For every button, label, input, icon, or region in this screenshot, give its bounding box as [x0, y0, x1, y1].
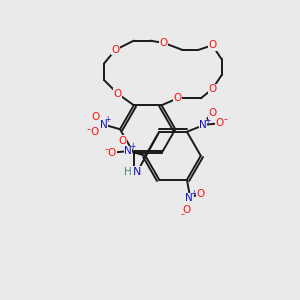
- Text: O: O: [114, 89, 122, 99]
- Text: O: O: [208, 108, 216, 118]
- Text: O: O: [111, 45, 119, 55]
- Text: O: O: [174, 93, 182, 103]
- Text: O: O: [183, 205, 191, 215]
- Text: H: H: [124, 167, 132, 177]
- Text: O: O: [91, 127, 99, 136]
- Text: O: O: [208, 84, 216, 94]
- Text: O: O: [215, 118, 224, 128]
- Text: -: -: [104, 144, 108, 154]
- Text: O: O: [160, 38, 168, 48]
- Text: O: O: [196, 189, 205, 199]
- Text: -: -: [87, 124, 91, 134]
- Text: O: O: [208, 40, 216, 50]
- Text: +: +: [191, 189, 197, 198]
- Text: O: O: [118, 136, 126, 146]
- Text: N: N: [185, 193, 193, 203]
- Text: N: N: [124, 146, 132, 156]
- Text: O: O: [108, 148, 116, 158]
- Text: +: +: [104, 116, 110, 124]
- Text: +: +: [130, 142, 136, 151]
- Text: N: N: [100, 120, 108, 130]
- Text: +: +: [204, 116, 210, 125]
- Text: -: -: [180, 209, 184, 219]
- Text: N: N: [199, 120, 207, 130]
- Text: N: N: [133, 167, 142, 177]
- Text: -: -: [223, 114, 227, 124]
- Text: O: O: [92, 112, 100, 122]
